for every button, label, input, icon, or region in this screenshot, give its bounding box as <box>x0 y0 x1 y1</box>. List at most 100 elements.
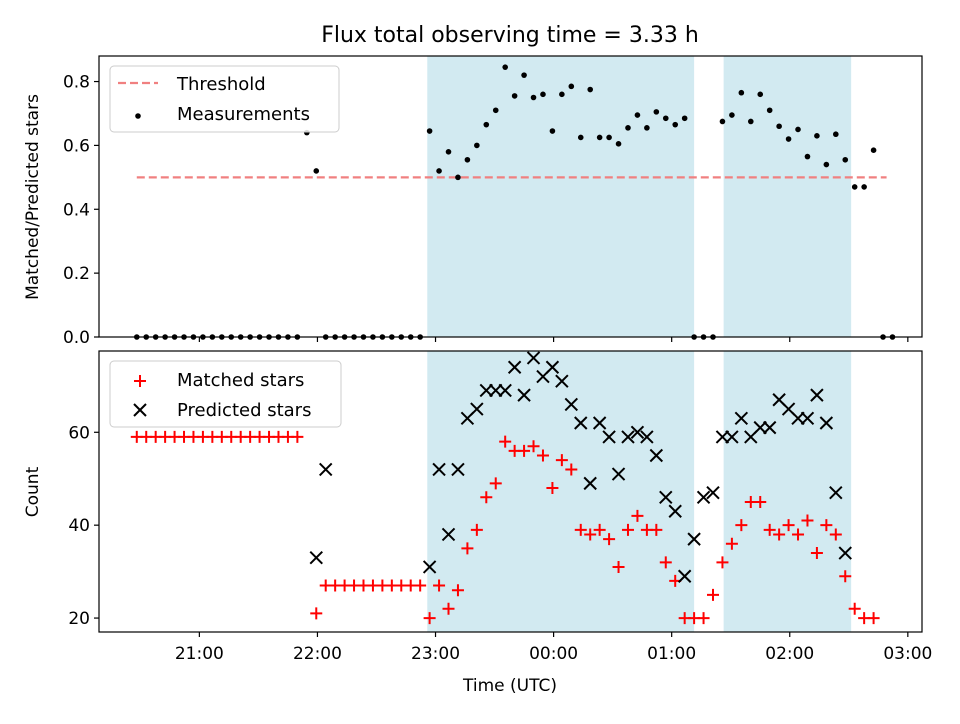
x-axis-label: Time (UTC) <box>462 676 557 696</box>
predicted-star-point <box>659 490 673 505</box>
matched-star-point <box>801 514 814 527</box>
matched-star-point <box>782 519 795 532</box>
matched-star-point <box>603 533 616 546</box>
predicted-star-point <box>479 383 494 398</box>
predicted-star-point <box>507 360 522 374</box>
legend-threshold-label: Threshold <box>176 74 266 95</box>
matched-star-point <box>707 588 720 601</box>
predicted-star-point <box>762 420 777 435</box>
matched-star-point <box>489 477 502 490</box>
measurement-point <box>502 64 508 70</box>
matched-star-point <box>593 523 606 536</box>
matched-star-point <box>735 519 748 532</box>
measurement-point <box>653 109 660 115</box>
measurement-point <box>681 115 688 122</box>
measurement-point <box>559 91 565 98</box>
matched-star-point <box>820 519 833 532</box>
predicted-star-point <box>489 383 503 398</box>
matched-star-point <box>433 579 446 592</box>
measurement-point <box>738 89 745 96</box>
matched-star-point <box>773 528 786 541</box>
predicted-star-point <box>838 546 852 560</box>
matched-star-point <box>518 444 531 457</box>
predicted-star-point <box>687 532 701 546</box>
bottom-y-axis-label: Count <box>23 466 43 517</box>
predicted-star-point <box>555 374 569 388</box>
x-tick-label: 01:00 <box>647 644 696 664</box>
measurement-point <box>851 184 858 190</box>
measurement-point <box>464 156 471 163</box>
predicted-star-point <box>309 550 323 565</box>
matched-star-point <box>754 495 767 508</box>
predicted-star-point <box>451 462 465 477</box>
predicted-star-point <box>470 402 484 416</box>
predicted-star-point <box>677 569 692 583</box>
measurement-point <box>662 115 669 122</box>
measurement-point <box>729 112 735 118</box>
matched-star-point <box>584 528 597 541</box>
predicted-star-point <box>791 411 805 426</box>
matched-star-point <box>451 584 464 597</box>
matched-star-point <box>763 523 776 536</box>
measurement-point <box>436 168 442 174</box>
matched-star-point <box>810 547 823 560</box>
matched-star-point <box>310 607 323 620</box>
matched-star-point <box>414 579 427 592</box>
measurement-point <box>530 94 537 101</box>
matched-star-point <box>291 430 304 443</box>
matched-star-point <box>480 491 493 504</box>
measurement-point <box>596 134 603 141</box>
measurement-point <box>804 153 811 160</box>
predicted-star-point <box>574 416 588 430</box>
bottom-axes-frame <box>98 350 923 633</box>
matched-star-point <box>829 528 842 541</box>
top-axes-frame <box>98 55 923 338</box>
bottom-observing-window-1 <box>427 351 695 632</box>
measurement-point <box>426 128 433 134</box>
matched-star-point <box>631 509 644 522</box>
top-legend-box <box>109 65 340 133</box>
predicted-star-point <box>706 485 720 500</box>
measurement-point <box>634 112 641 118</box>
measurement-point <box>861 184 867 190</box>
predicted-star-point <box>668 504 682 518</box>
top-y-tick-label: 0.0 <box>63 328 90 348</box>
x-tick-label: 00:00 <box>529 644 578 664</box>
measurement-point <box>455 174 461 181</box>
bottom-legend: Matched stars Predicted stars <box>109 360 342 428</box>
predicted-star-point <box>545 360 560 374</box>
measurement-point <box>511 93 518 99</box>
x-tick-label: 03:00 <box>883 644 932 664</box>
x-tick-label: 21:00 <box>175 644 224 664</box>
predicted-star-point <box>800 411 815 426</box>
matched-star-point <box>792 528 805 541</box>
measurements-legend-marker <box>135 113 141 119</box>
predicted-star-point <box>602 430 616 444</box>
measurement-point <box>870 147 877 153</box>
measurement-point <box>540 91 546 98</box>
matched-star-point <box>470 523 483 536</box>
measurement-point <box>492 107 499 114</box>
matched-star-point <box>659 556 672 569</box>
top-observing-window-1 <box>427 56 695 337</box>
predicted-star-point <box>583 476 597 491</box>
matched-legend-marker <box>134 375 146 387</box>
measurement-point <box>313 168 320 174</box>
matched-star-point <box>423 612 436 625</box>
predicted-star-point <box>649 448 664 463</box>
measurement-point <box>549 128 556 134</box>
measurement-point <box>757 91 764 98</box>
measurement-point <box>842 156 849 163</box>
predicted-star-point <box>621 430 635 444</box>
predicted-star-point <box>630 425 645 439</box>
matched-star-point <box>536 449 549 462</box>
predicted-star-point <box>517 388 531 402</box>
measurement-point <box>474 142 480 149</box>
measurement-point <box>833 131 839 138</box>
measurement-point <box>766 107 773 114</box>
measurement-point <box>785 136 792 142</box>
measurement-point <box>776 123 782 130</box>
matched-star-point <box>725 537 738 550</box>
matched-star-point <box>527 440 540 453</box>
